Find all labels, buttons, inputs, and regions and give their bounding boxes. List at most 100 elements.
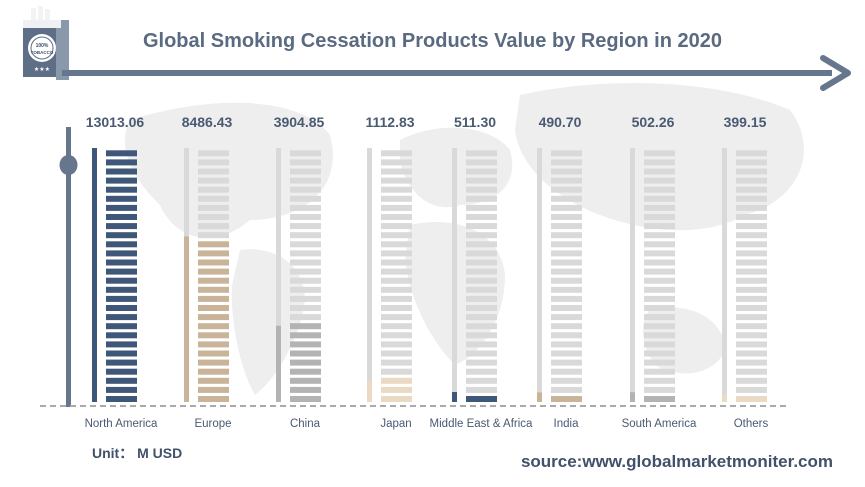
bar-stripe-empty (381, 305, 412, 311)
bar-stripe-empty (381, 195, 412, 202)
bar-stripe-filled (290, 368, 321, 375)
bar-stripe-filled (106, 359, 137, 366)
bar-stripe-empty (736, 268, 767, 275)
bar-stripe-empty (466, 150, 497, 157)
bar-stripe-empty (736, 241, 767, 248)
bar-value-label: 1112.83 (365, 114, 414, 130)
svg-text:★★★: ★★★ (34, 66, 50, 73)
bar-stripe-empty (551, 214, 582, 220)
bar-stripe-filled (106, 268, 137, 275)
bar-side-line (537, 392, 542, 402)
unit-label: Unit： M USD (92, 445, 183, 461)
category-label: Europe (194, 418, 231, 430)
bar-stripe-empty (644, 186, 675, 193)
bar-stripe-filled (198, 323, 229, 330)
bar-stripe-filled (198, 386, 229, 393)
bar-stripe-filled (198, 277, 229, 284)
bar-value-label: 8486.43 (182, 114, 233, 130)
bar-stripe-empty (736, 332, 767, 339)
bar-stripe-empty (644, 350, 675, 357)
bar-stripe-filled (198, 286, 229, 293)
bar-stripe-empty (644, 150, 675, 157)
bar-stripe-filled (106, 150, 137, 157)
bar-side-line (367, 380, 372, 402)
bar-stripe-empty (466, 277, 497, 284)
bar-stripe-empty (551, 359, 582, 366)
bar-stripe-empty (736, 359, 767, 366)
bar-stripe-empty (736, 277, 767, 284)
bar-stripe-empty (551, 368, 582, 375)
bar-stripe-empty (198, 150, 229, 157)
bar-stripe-empty (466, 177, 497, 184)
bar-stripe-empty (644, 168, 675, 175)
bar-stripe-empty (736, 186, 767, 193)
bar-stripe-empty (381, 177, 412, 184)
bar-stripe-empty (466, 341, 497, 348)
bar-stripe-filled (106, 286, 137, 293)
bar-stripe-empty (381, 214, 412, 220)
bar-stripe-empty (644, 259, 675, 266)
bar-stripe-empty (290, 232, 321, 239)
bar-stripe-empty (381, 259, 412, 266)
bar-stripe-empty (551, 195, 582, 202)
bar-stripe-empty (644, 204, 675, 211)
bar-stripe-empty (644, 241, 675, 248)
bar-stripe-empty (466, 295, 497, 302)
bar-stripe-filled (106, 223, 137, 230)
bar-stripe-empty (466, 386, 497, 393)
bar-side-line (184, 236, 189, 402)
bar-stripe-empty (644, 305, 675, 311)
bar-side-line (722, 394, 727, 402)
bar-track-line (367, 148, 372, 402)
bar-stripe-empty (290, 177, 321, 184)
bar-stripe-filled (106, 341, 137, 348)
bar-stripe-filled (198, 368, 229, 375)
bar-stripe-empty (381, 223, 412, 230)
bar-stripe-empty (736, 368, 767, 375)
bar-stripe-empty (290, 305, 321, 311)
bar-value-label: 511.30 (454, 114, 496, 130)
bar-stripe-empty (551, 277, 582, 284)
bar-stripe-empty (381, 359, 412, 366)
bar-stripe-empty (551, 168, 582, 175)
bar-stripe-empty (551, 159, 582, 166)
bar-stripe-empty (466, 377, 497, 384)
bar-stripe-filled (106, 386, 137, 393)
bar-stripe-empty (551, 286, 582, 293)
bar-stripe-empty (644, 250, 675, 257)
bar-stripe-filled (106, 232, 137, 239)
bar-stripe-empty (381, 150, 412, 157)
category-label: Others (734, 418, 769, 430)
bar-track-line (276, 148, 281, 402)
bar-stripe-filled (198, 359, 229, 366)
bar-stripe-empty (381, 277, 412, 284)
bar-stripe-filled (198, 350, 229, 357)
bar-stripe-empty (644, 214, 675, 220)
bar-stripe-empty (644, 177, 675, 184)
bar-stripe-empty (290, 195, 321, 202)
bar-stripe-empty (466, 314, 497, 321)
bar-stripe-filled (198, 377, 229, 384)
bar-stripe-empty (736, 314, 767, 321)
bar-stripe-filled (106, 277, 137, 284)
bar-stripe-empty (736, 150, 767, 157)
bar-stripe-filled (198, 305, 229, 311)
bar-stripe-filled (381, 396, 412, 402)
bar-stripe-empty (290, 314, 321, 321)
bar-stripe-filled (106, 314, 137, 321)
bar-stripe-empty (551, 323, 582, 330)
bar-stripe-empty (198, 204, 229, 211)
bar-stripe-empty (644, 195, 675, 202)
bar-stripe-empty (551, 241, 582, 248)
bar-stripe-filled (106, 350, 137, 357)
bar-stripe-empty (736, 323, 767, 330)
logo-text-percent: 100% (36, 43, 49, 49)
bar-track-line (630, 148, 635, 402)
bar-value-label: 490.70 (539, 114, 582, 130)
bar-stripe-filled (198, 241, 229, 248)
bar-stripe-empty (381, 286, 412, 293)
bar-stripe-empty (644, 332, 675, 339)
bar-stripe-empty (198, 159, 229, 166)
bar-stripe-filled (106, 368, 137, 375)
bar-stripe-filled (106, 259, 137, 266)
